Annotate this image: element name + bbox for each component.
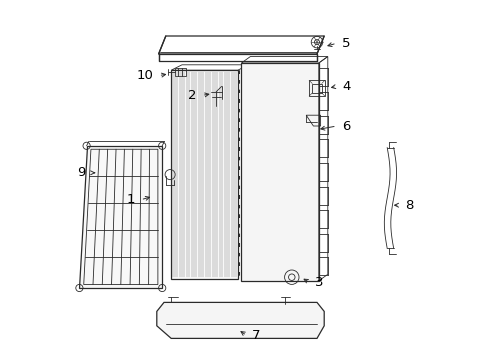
Text: 8: 8	[405, 199, 414, 212]
Text: 9: 9	[77, 166, 86, 179]
Polygon shape	[171, 70, 238, 279]
Text: 7: 7	[252, 329, 261, 342]
Text: 10: 10	[136, 69, 153, 82]
Text: 2: 2	[188, 89, 196, 102]
Text: 4: 4	[342, 80, 350, 93]
Text: 5: 5	[342, 37, 351, 50]
Polygon shape	[79, 146, 162, 288]
Text: 1: 1	[127, 193, 135, 206]
Text: 6: 6	[342, 120, 350, 132]
Text: 3: 3	[315, 276, 324, 289]
Polygon shape	[242, 63, 319, 281]
Polygon shape	[157, 302, 324, 338]
